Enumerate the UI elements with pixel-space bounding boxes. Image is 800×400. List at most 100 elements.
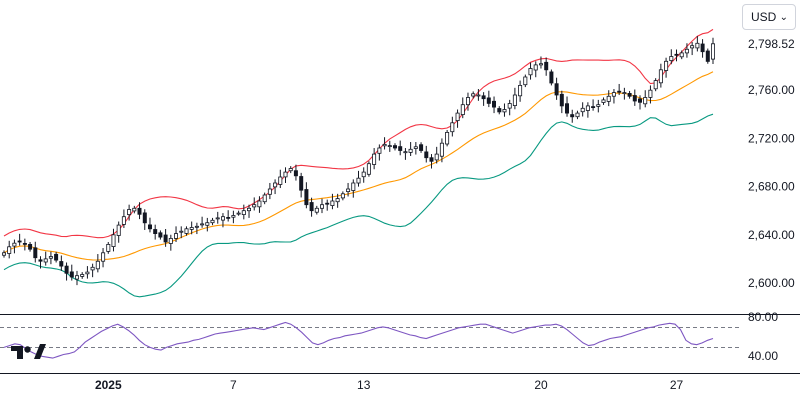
candle-body: [653, 80, 658, 90]
time-tick-label: 7: [230, 378, 237, 392]
candle: [257, 196, 262, 213]
candle: [622, 87, 627, 100]
candle-body: [59, 261, 64, 267]
candle-body: [304, 189, 309, 206]
candle: [54, 251, 59, 263]
candle: [679, 50, 684, 60]
candle-body: [638, 98, 643, 103]
candle-body: [460, 104, 465, 115]
candle: [632, 89, 637, 106]
candle: [502, 103, 507, 117]
candle: [627, 90, 632, 99]
candle: [252, 197, 257, 211]
price-tick-label: 2,760.00: [748, 83, 795, 97]
candle-body: [518, 85, 523, 97]
candle-body: [585, 105, 590, 111]
candle: [2, 250, 7, 258]
candle-body: [408, 148, 413, 153]
currency-select[interactable]: USD ⌄: [742, 4, 796, 30]
candle-body: [299, 176, 304, 191]
candle-body: [705, 50, 710, 62]
tradingview-logo-icon[interactable]: [10, 341, 46, 361]
price-axis[interactable]: 2,600.00 2,640.00 2,680.00 2,720.00 2,760.00…: [748, 37, 795, 363]
candle-body: [424, 151, 429, 159]
candle: [419, 142, 424, 153]
candle-body: [189, 227, 194, 230]
candle: [38, 256, 43, 269]
candle: [528, 62, 533, 80]
candle-body: [262, 194, 267, 203]
candle: [111, 228, 116, 252]
candle-body: [340, 193, 345, 199]
candle-body: [163, 234, 168, 243]
candle-body: [465, 97, 470, 106]
candle: [168, 234, 173, 251]
candle: [429, 154, 434, 169]
candle-body: [434, 153, 439, 161]
candle-body: [596, 104, 601, 107]
candle: [137, 202, 142, 220]
candle: [591, 99, 596, 111]
candle-body: [648, 89, 653, 98]
candle-body: [679, 52, 684, 58]
candle: [455, 109, 460, 128]
candle-body: [481, 95, 486, 100]
candle: [565, 96, 570, 117]
candle-body: [147, 224, 152, 230]
candle-body: [512, 94, 517, 107]
candle: [283, 167, 288, 183]
candle: [194, 222, 199, 235]
candle: [28, 242, 33, 252]
candle-body: [356, 177, 361, 184]
candle: [75, 270, 80, 286]
candle: [690, 42, 695, 56]
candle: [163, 228, 168, 247]
candle-body: [283, 171, 288, 178]
candle-body: [158, 232, 163, 238]
candle: [319, 198, 324, 214]
candle: [434, 146, 439, 164]
candle-body: [330, 200, 335, 206]
candle-body: [335, 198, 340, 203]
candle: [476, 89, 481, 101]
price-tick-label: 2,680.00: [748, 180, 795, 194]
candle: [142, 209, 147, 230]
candle: [460, 97, 465, 119]
candle: [570, 109, 575, 123]
candle: [695, 36, 700, 52]
candle-body: [559, 93, 564, 107]
rsi-line: [3, 321, 714, 359]
candle-body: [372, 153, 377, 165]
candle-body: [601, 99, 606, 103]
candle-body: [137, 207, 142, 215]
candle-body: [387, 145, 392, 148]
candle: [638, 95, 643, 110]
candle-body: [48, 256, 53, 259]
candle: [361, 167, 366, 183]
candle-body: [293, 170, 298, 177]
candle: [200, 216, 205, 228]
candle: [424, 145, 429, 163]
candle: [69, 264, 74, 281]
candle: [658, 63, 663, 88]
candle-body: [549, 71, 554, 84]
candle: [189, 221, 194, 235]
candle-body: [38, 259, 43, 262]
candle: [392, 143, 397, 151]
candle-body: [43, 258, 48, 263]
candle: [580, 102, 585, 117]
time-axis[interactable]: 20257132027Feb: [95, 378, 800, 392]
candle-body: [627, 93, 632, 97]
candle-body: [226, 216, 231, 219]
chevron-down-icon: ⌄: [779, 11, 788, 23]
candle-body: [403, 151, 408, 154]
candle: [246, 204, 251, 218]
basis-line: [3, 71, 714, 261]
candle: [179, 226, 184, 239]
candle: [210, 217, 215, 226]
candle: [700, 39, 705, 58]
candle: [80, 272, 85, 279]
candle: [267, 182, 272, 200]
candle: [403, 148, 408, 160]
